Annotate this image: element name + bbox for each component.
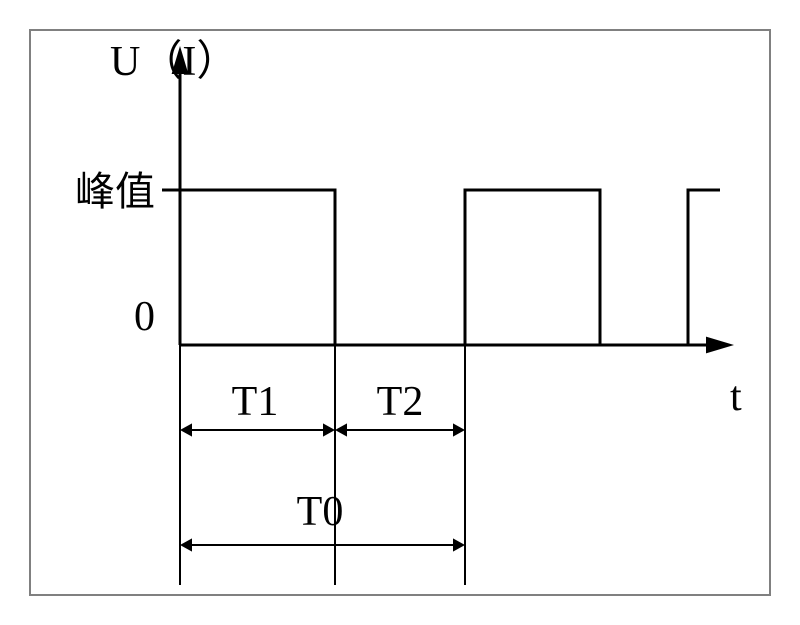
t1-label: T1 bbox=[232, 379, 279, 425]
dimension-T1 bbox=[180, 423, 335, 436]
t2-label: T2 bbox=[377, 379, 424, 425]
peak-label: 峰值 bbox=[75, 169, 155, 214]
pulse-waveform-diagram: U（I） t 峰值 0 T1 T2 T0 bbox=[0, 0, 800, 625]
dimension-T0 bbox=[180, 538, 465, 551]
zero-label: 0 bbox=[134, 294, 155, 340]
square-waveform bbox=[180, 190, 720, 345]
axes bbox=[172, 46, 734, 353]
y-axis-label: U（I） bbox=[110, 39, 238, 85]
t0-label: T0 bbox=[297, 489, 344, 535]
x-axis-label: t bbox=[730, 374, 742, 420]
x-axis-arrowhead bbox=[706, 337, 734, 354]
dimension-T2 bbox=[335, 423, 465, 436]
